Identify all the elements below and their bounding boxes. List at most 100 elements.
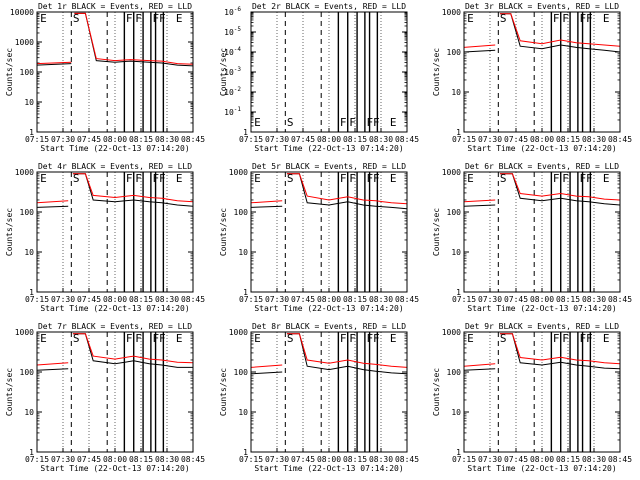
- y-tick-label: 10-3: [224, 66, 241, 77]
- plot-frame: [463, 331, 621, 453]
- flag-label: E: [40, 332, 47, 345]
- y-tick-label: 1: [243, 128, 248, 137]
- y-tick-label: 1: [29, 448, 34, 457]
- y-axis-label: Counts/sec: [432, 368, 441, 416]
- series-events: [250, 173, 408, 210]
- flag-label: S: [73, 172, 80, 185]
- x-tick-label: 07:30: [51, 135, 75, 144]
- flag-label: F: [340, 172, 347, 185]
- flag-label: F: [135, 332, 142, 345]
- y-axis-label: Counts/sec: [219, 48, 228, 96]
- y-axis-label: Counts/sec: [219, 208, 228, 256]
- y-tick-label: 10000: [10, 8, 34, 17]
- x-tick-label: 07:15: [452, 295, 476, 304]
- flag-label: FF: [152, 332, 165, 345]
- series-lld: [36, 173, 194, 204]
- plot-frame: [250, 11, 408, 133]
- x-tick-label: 08:30: [155, 135, 179, 144]
- panel-title: Det 6r BLACK = Events, RED = LLD: [465, 162, 619, 171]
- x-tick-label: 08:00: [317, 455, 341, 464]
- x-tick-label: 08:00: [317, 295, 341, 304]
- series-events: [36, 333, 193, 371]
- x-tick-label: 07:30: [265, 455, 289, 464]
- x-tick-label: 08:15: [129, 455, 153, 464]
- flag-label: S: [500, 332, 507, 345]
- flag-label: E: [603, 12, 610, 25]
- y-tick-label: 1000: [442, 8, 461, 17]
- x-tick-label: 08:30: [582, 455, 606, 464]
- y-tick-label: 10: [238, 408, 248, 417]
- x-tick-label: 07:45: [504, 455, 528, 464]
- flag-label: FF: [152, 172, 165, 185]
- y-tick-label: 1000: [229, 328, 248, 337]
- y-tick-label: 1: [243, 288, 248, 297]
- flag-label: E: [390, 332, 397, 345]
- y-tick-label: 100: [447, 208, 462, 217]
- flag-label: S: [500, 12, 507, 25]
- y-tick-label: 1: [29, 128, 34, 137]
- y-tick-label: 1: [456, 128, 461, 137]
- series-lld: [250, 173, 408, 205]
- x-tick-label: 07:30: [51, 295, 75, 304]
- y-tick-label: 10: [24, 408, 34, 417]
- flag-label: F: [562, 12, 569, 25]
- x-tick-label: 07:45: [77, 455, 101, 464]
- x-tick-label: 08:00: [103, 455, 127, 464]
- x-tick-label: 07:30: [478, 455, 502, 464]
- x-tick-label: 08:30: [155, 455, 179, 464]
- plot-frame: [463, 11, 621, 133]
- flag-label: F: [349, 332, 356, 345]
- series-lld: [36, 333, 194, 366]
- x-tick-label: 08:00: [530, 455, 554, 464]
- y-tick-label: 10: [24, 248, 34, 257]
- panel-title: Det 8r BLACK = Events, RED = LLD: [252, 322, 406, 331]
- x-tick-label: 08:15: [129, 135, 153, 144]
- y-tick-label: 10: [238, 248, 248, 257]
- y-tick-label: 10-1: [224, 106, 241, 117]
- flag-label: F: [135, 12, 142, 25]
- panel-title: Det 1r BLACK = Events, RED = LLD: [38, 2, 192, 11]
- x-tick-label: 07:30: [51, 455, 75, 464]
- flag-label: F: [126, 12, 133, 25]
- x-tick-label: 08:30: [369, 135, 393, 144]
- plot-frame: [463, 171, 621, 293]
- flag-label: FF: [366, 332, 379, 345]
- panel-title: Det 7r BLACK = Events, RED = LLD: [38, 322, 192, 331]
- y-tick-label: 100: [447, 368, 462, 377]
- flag-label: E: [603, 332, 610, 345]
- x-tick-label: 08:00: [530, 295, 554, 304]
- y-tick-label: 10: [451, 248, 461, 257]
- x-tick-label: 08:15: [343, 295, 367, 304]
- flag-label: E: [603, 172, 610, 185]
- series-events: [463, 13, 621, 53]
- flag-label: F: [553, 12, 560, 25]
- y-tick-label: 1000: [15, 328, 34, 337]
- x-axis-label: Start Time (22-Oct-13 07:14:20): [40, 144, 189, 153]
- x-tick-label: 08:00: [103, 295, 127, 304]
- x-tick-label: 07:45: [291, 135, 315, 144]
- flag-label: FF: [152, 12, 165, 25]
- flag-label: E: [390, 172, 397, 185]
- flag-label: F: [562, 172, 569, 185]
- series-events: [250, 333, 408, 375]
- x-tick-label: 08:45: [608, 135, 632, 144]
- series-lld: [36, 12, 194, 65]
- flag-label: S: [73, 332, 80, 345]
- y-axis-label: Counts/sec: [5, 368, 14, 416]
- x-tick-label: 07:15: [25, 455, 49, 464]
- series-lld: [463, 173, 621, 203]
- flag-label: F: [349, 172, 356, 185]
- flag-label: S: [500, 172, 507, 185]
- y-tick-label: 100: [234, 368, 249, 377]
- y-axis-label: Counts/sec: [432, 48, 441, 96]
- y-tick-label: 10-5: [224, 26, 241, 37]
- x-tick-label: 08:15: [129, 295, 153, 304]
- y-tick-label: 1: [243, 448, 248, 457]
- y-axis-label: Counts/sec: [219, 368, 228, 416]
- flag-label: F: [340, 116, 347, 129]
- flag-label: E: [176, 172, 183, 185]
- flag-label: S: [287, 172, 294, 185]
